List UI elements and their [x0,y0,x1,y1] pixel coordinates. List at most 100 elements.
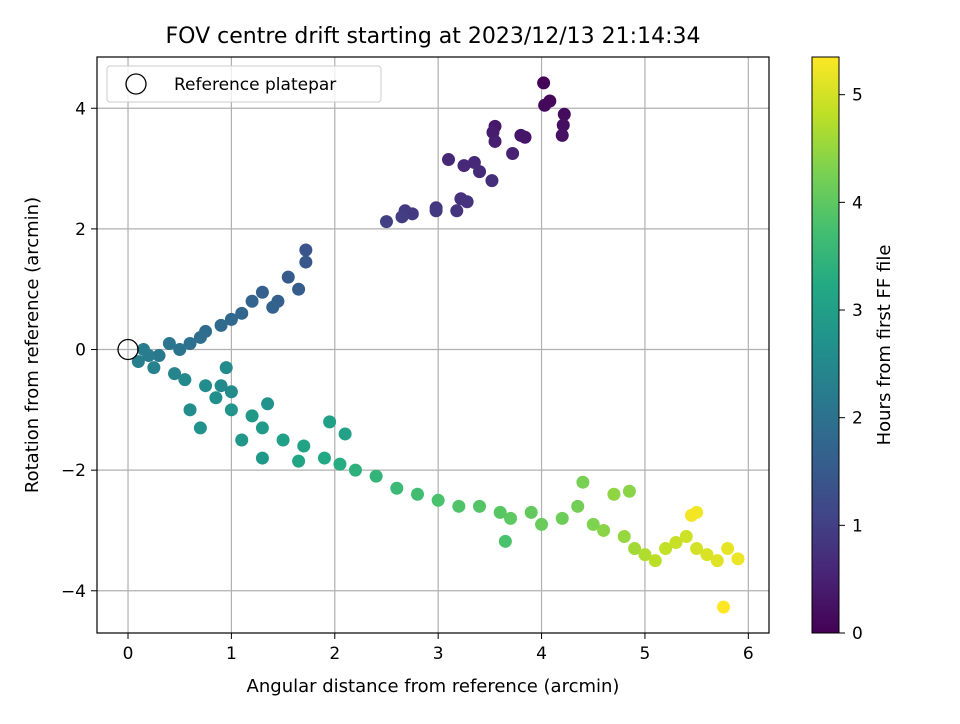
data-point [597,523,611,537]
data-point [537,76,551,90]
data-point [586,517,600,531]
data-point [557,107,571,121]
data-point [485,174,499,188]
data-point [333,457,347,471]
data-point [292,454,306,468]
data-point [214,379,228,393]
data-point [317,451,331,465]
data-point [224,403,238,417]
data-point [431,493,445,507]
y-tick-label: 0 [75,341,86,361]
legend-marker-icon [125,73,147,95]
data-point [679,529,693,543]
data-point [493,505,507,519]
data-point [338,427,352,441]
data-point [700,548,714,562]
chart-title: FOV centre drift starting at 2023/12/13 … [166,24,701,49]
data-point [348,463,362,477]
x-axis-label: Angular distance from reference (arcmin) [247,676,620,697]
data-point [488,134,502,148]
data-point [535,517,549,531]
data-point [214,318,228,332]
colorbar-tick-label: 0 [852,624,863,644]
data-point [429,204,443,218]
data-point [457,159,471,173]
data-point [183,403,197,417]
colorbar-tick-label: 2 [852,409,863,429]
data-point [450,204,464,218]
x-tick-label: 2 [329,644,340,664]
data-point [721,542,735,556]
data-point [178,373,192,387]
grid [97,57,769,633]
y-tick-label: −4 [61,582,86,602]
data-point [266,300,280,314]
x-tick-label: 3 [433,644,444,664]
data-point [731,552,745,566]
x-tick-label: 0 [123,644,134,664]
data-point [137,343,151,357]
data-point [299,255,313,269]
data-point [684,508,698,522]
data-point [617,529,631,543]
plot-frame [96,56,770,634]
data-point [524,505,538,519]
reference-platepar-marker [117,338,139,361]
data-point [576,475,590,489]
data-point [183,336,197,350]
data-point [442,153,456,167]
data-point [659,542,673,556]
data-point [255,421,269,435]
data-points [131,76,745,614]
data-point [162,336,176,350]
legend: Reference platepar [106,65,382,103]
data-point [199,379,213,393]
y-tick-label: 4 [75,99,86,119]
data-point [379,215,393,229]
data-point [504,511,518,525]
y-tick-label: 2 [75,220,86,240]
data-point [168,367,182,381]
data-point [276,433,290,447]
legend-label: Reference platepar [174,75,336,95]
data-point [638,548,652,562]
y-axis-ticks: −4 −2 0 2 4 [61,99,97,602]
x-tick-label: 4 [536,644,547,664]
colorbar-tick-label: 5 [852,86,863,106]
data-point [297,439,311,453]
colorbar-tick-label: 3 [852,301,863,321]
data-point [514,128,528,142]
data-point [648,554,662,568]
data-point [452,499,466,513]
data-point [245,409,259,423]
data-point [193,421,207,435]
colorbar-gradient [811,56,840,634]
data-point [255,451,269,465]
x-axis-ticks: 0 1 2 3 4 5 6 [123,633,754,664]
data-point [473,499,487,513]
data-point [152,349,166,363]
colorbar-tick-label: 4 [852,193,863,213]
data-point [710,554,724,568]
data-point [235,433,249,447]
x-tick-label: 1 [226,644,237,664]
reference-marker [117,338,139,361]
data-point [224,312,238,326]
data-point [555,511,569,525]
data-point [131,355,145,369]
data-point [506,147,520,161]
legend-frame [106,65,382,103]
data-point [299,243,313,257]
data-point [498,534,512,548]
data-point [607,487,621,501]
data-point [224,385,238,399]
data-point [628,542,642,556]
data-point [245,294,259,308]
y-tick-label: −2 [61,461,86,481]
data-point [369,469,383,483]
x-tick-label: 6 [743,644,754,664]
data-point [473,165,487,179]
data-point [390,481,404,495]
